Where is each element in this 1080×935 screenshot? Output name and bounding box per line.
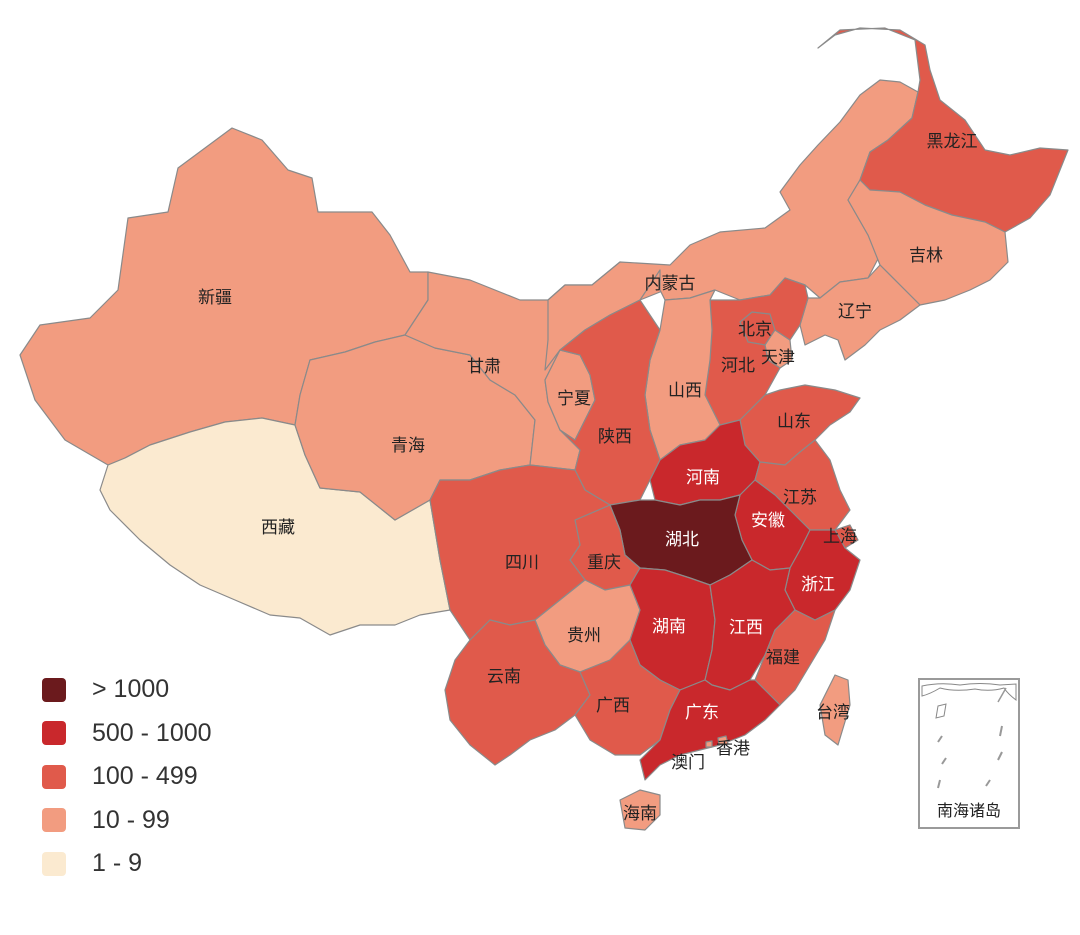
province-label-shanghai: 上海 (823, 527, 857, 547)
province-label-zhejiang: 浙江 (801, 575, 835, 595)
province-label-taiwan: 台湾 (816, 703, 850, 723)
province-taiwan[interactable] (819, 674, 851, 746)
province-label-hebei: 河北 (721, 356, 755, 376)
province-label-hainan: 海南 (623, 804, 657, 824)
province-label-hunan: 湖南 (652, 617, 686, 637)
province-label-qinghai: 青海 (391, 436, 425, 456)
province-hainan[interactable] (619, 789, 661, 831)
province-label-tianjin: 天津 (761, 348, 795, 368)
legend-label: 10 - 99 (92, 805, 170, 834)
province-label-henan: 河南 (686, 468, 720, 488)
south-china-sea-inset: 南海诸岛 (918, 678, 1020, 829)
province-label-gansu: 甘肃 (467, 357, 501, 377)
province-liaoning[interactable] (799, 264, 921, 361)
province-label-guangdong: 广东 (685, 703, 719, 723)
legend-item[interactable]: 1 - 9 (42, 842, 212, 886)
province-label-yunnan: 云南 (487, 667, 521, 687)
legend-item[interactable]: 500 - 1000 (42, 712, 212, 756)
legend-label: 100 - 499 (92, 762, 198, 791)
province-fujian[interactable] (754, 609, 836, 706)
province-label-beijing: 北京 (738, 320, 772, 340)
province-sichuan[interactable] (429, 464, 611, 641)
legend-swatch (42, 764, 66, 789)
province-label-sichuan: 四川 (505, 553, 539, 573)
province-xianggang[interactable] (717, 735, 729, 746)
province-label-chongqing: 重庆 (587, 553, 621, 573)
legend: > 1000 500 - 1000 100 - 499 10 - 99 1 - 9 (42, 668, 212, 886)
legend-item[interactable]: 10 - 99 (42, 799, 212, 843)
province-label-jiangxi: 江西 (729, 618, 763, 638)
province-label-hubei: 湖北 (665, 530, 699, 550)
legend-swatch (42, 851, 66, 876)
legend-swatch (42, 677, 66, 702)
province-label-guangxi: 广西 (596, 696, 630, 716)
province-label-xianggang: 香港 (716, 739, 750, 759)
province-label-anhui: 安徽 (751, 511, 785, 531)
province-label-neimenggu: 内蒙古 (645, 274, 696, 294)
province-label-jiangsu: 江苏 (783, 488, 817, 508)
province-label-ningxia: 宁夏 (557, 389, 591, 409)
province-label-fujian: 福建 (766, 648, 800, 668)
province-label-shanxi: 山西 (668, 381, 702, 401)
legend-item[interactable]: > 1000 (42, 668, 212, 712)
legend-item[interactable]: 100 - 499 (42, 755, 212, 799)
province-label-shandong: 山东 (777, 412, 811, 432)
province-label-xizang: 西藏 (261, 518, 295, 538)
legend-swatch (42, 721, 66, 746)
province-yunnan[interactable] (444, 619, 591, 766)
province-label-aomen: 澳门 (671, 753, 705, 773)
province-label-xinjiang: 新疆 (198, 288, 232, 308)
province-jilin[interactable] (847, 179, 1009, 306)
legend-label: 500 - 1000 (92, 718, 212, 747)
legend-swatch (42, 808, 66, 833)
legend-label: 1 - 9 (92, 849, 143, 878)
province-label-guizhou: 贵州 (567, 626, 601, 646)
province-label-liaoning: 辽宁 (838, 302, 872, 322)
province-label-shaanxi: 陕西 (598, 427, 632, 447)
province-guangdong[interactable] (639, 679, 781, 781)
inset-label: 南海诸岛 (936, 801, 1001, 820)
province-label-heilongjiang: 黑龙江 (927, 132, 978, 152)
legend-label: > 1000 (92, 675, 170, 704)
province-aomen[interactable] (705, 740, 713, 748)
south-china-sea-islands-icon (921, 683, 1017, 789)
province-label-jilin: 吉林 (909, 246, 943, 266)
